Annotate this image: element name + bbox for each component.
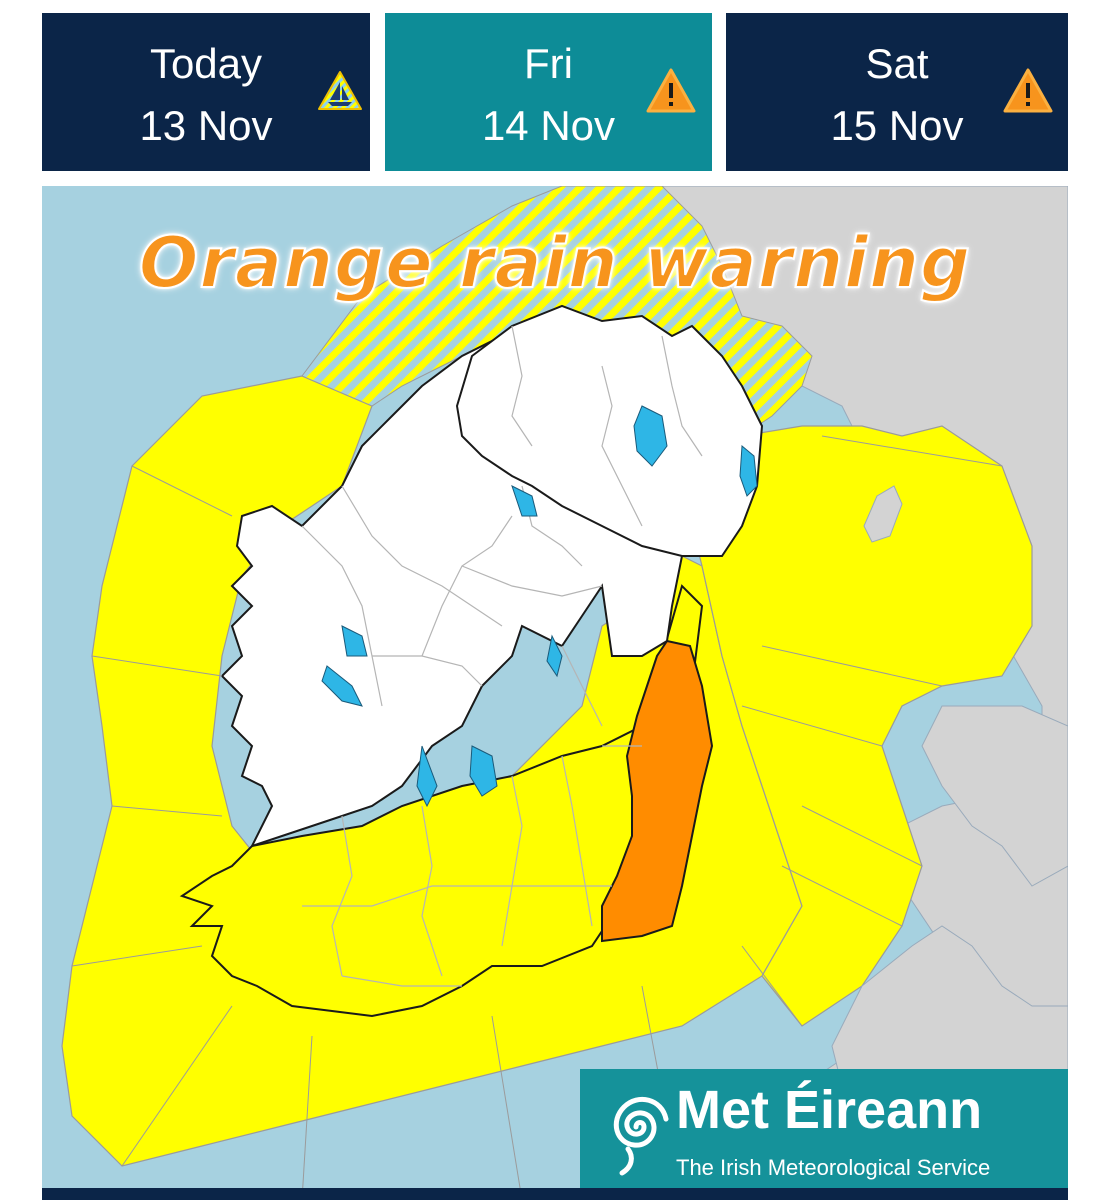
warning-icon <box>1003 68 1053 113</box>
northern-ireland-white <box>455 304 764 557</box>
lough-corrib <box>321 665 363 707</box>
strangford-lough <box>739 444 758 497</box>
tab-date-label: 15 Nov <box>830 102 964 149</box>
yellow-marine-irish-sea <box>681 425 1033 1027</box>
county-borders <box>301 325 703 987</box>
tab-sat[interactable]: Sat 15 Nov <box>726 13 1068 171</box>
marine-warning-icon <box>318 71 362 110</box>
lakes <box>321 405 758 808</box>
tab-date-label: 14 Nov <box>481 102 616 149</box>
lough-neagh <box>633 405 668 467</box>
brand-name: Met Éireann <box>676 1080 983 1140</box>
lough-ree <box>469 745 498 797</box>
warning-map: Orange rain warning Met Éireann The Iris… <box>42 186 1068 1200</box>
tab-fri[interactable]: Fri 14 Nov <box>385 13 712 171</box>
tab-date-label: 13 Nov <box>139 102 273 149</box>
small-lake <box>546 634 563 678</box>
tab-today[interactable]: Today 13 Nov <box>42 13 370 171</box>
tab-day-label: Today <box>149 40 263 87</box>
north-wales-land <box>921 705 1068 887</box>
tab-day-label: Fri <box>524 40 573 87</box>
lough-mask <box>341 625 368 657</box>
lough-erne <box>511 485 538 517</box>
ireland-yellow-counties <box>179 584 704 1018</box>
map-title: Orange rain warning <box>138 221 972 305</box>
brand-tagline: The Irish Meteorological Service <box>676 1155 991 1180</box>
orange-warning-area <box>601 639 714 943</box>
grey-isle-of-man-overlay <box>863 485 903 543</box>
bottom-bar <box>42 1188 1068 1200</box>
met-eireann-logo: Met Éireann The Irish Meteorological Ser… <box>580 1069 1068 1191</box>
swirl-logo-icon <box>613 1096 669 1176</box>
lough-derg <box>416 745 438 808</box>
map-canvas <box>61 186 1068 1200</box>
warning-icon <box>646 68 696 113</box>
tab-day-label: Sat <box>865 40 929 87</box>
